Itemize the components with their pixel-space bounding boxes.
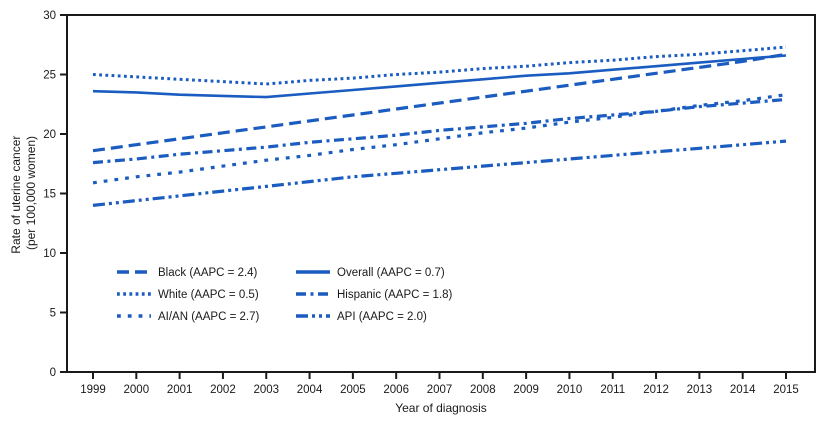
legend-label-api: API (AAPC = 2.0): [337, 311, 427, 323]
legend-label-overall: Overall (AAPC = 0.7): [337, 267, 445, 279]
y-axis-title-line1: Rate of uterine cancer: [9, 136, 23, 254]
x-tick-label: 2015: [773, 384, 799, 396]
legend-item-black: Black (AAPC = 2.4): [117, 267, 258, 279]
series-line-api: [92, 139, 787, 207]
data-series-lines: [92, 45, 787, 207]
svg-text:Rate of uterine cancer: Rate of uterine cancer (per 100,000 wome…: [9, 132, 38, 253]
x-tick-label: 2011: [600, 384, 625, 396]
x-tick-label: 2003: [253, 384, 279, 396]
y-tick-label: 15: [43, 189, 56, 201]
legend-label-hispanic: Hispanic (AAPC = 1.8): [337, 289, 453, 301]
y-tick-label: 25: [43, 70, 56, 82]
series-line-white: [92, 45, 787, 86]
legend-item-api: API (AAPC = 2.0): [296, 311, 427, 323]
legend-item-hispanic: Hispanic (AAPC = 1.8): [296, 289, 453, 301]
legend-label-ai-an: AI/AN (AAPC = 2.7): [158, 311, 259, 323]
series-line-overall: [92, 54, 787, 99]
legend-item-ai-an: AI/AN (AAPC = 2.7): [117, 311, 259, 323]
x-tick-label: 2000: [124, 384, 150, 396]
series-line-black: [92, 52, 787, 153]
x-tick-label: 2004: [297, 384, 323, 396]
x-tick-label: 1999: [80, 384, 106, 396]
x-tick-label: 2005: [340, 384, 366, 396]
x-tick-label: 2006: [383, 384, 409, 396]
x-axis-ticks: 1999 2000 2001 2002 2003 2004 2005 2006 2007 2008…: [80, 372, 799, 396]
legend-label-black: Black (AAPC = 2.4): [158, 267, 258, 279]
x-tick-label: 2009: [513, 384, 539, 396]
series-line-hispanic: [92, 97, 787, 165]
x-tick-label: 2013: [687, 384, 713, 396]
x-tick-label: 2012: [643, 384, 669, 396]
y-tick-label: 5: [50, 308, 56, 320]
x-tick-label: 2008: [470, 384, 496, 396]
x-axis-title: Year of diagnosis: [395, 401, 487, 415]
y-tick-label: 30: [43, 10, 56, 22]
y-axis-ticks: 0 5 10 15 20 25 30: [43, 10, 67, 379]
legend: Black (AAPC = 2.4) White (AAPC = 0.5) AI/A…: [117, 267, 453, 323]
y-axis-title: Rate of uterine cancer (per 100,000 wome…: [9, 132, 38, 254]
series-line-ai-an: [92, 93, 787, 185]
y-tick-label: 10: [43, 248, 56, 260]
x-tick-label: 2010: [557, 384, 583, 396]
x-tick-label: 2001: [167, 384, 193, 396]
x-tick-label: 2014: [730, 384, 756, 396]
legend-item-overall: Overall (AAPC = 0.7): [296, 267, 445, 279]
legend-label-white: White (AAPC = 0.5): [158, 289, 259, 301]
y-tick-label: 20: [43, 129, 56, 141]
y-tick-label: 0: [50, 367, 56, 379]
y-axis-title-line2: (per 100,000 women): [24, 136, 38, 250]
x-tick-label: 2002: [210, 384, 236, 396]
legend-item-white: White (AAPC = 0.5): [117, 289, 259, 301]
x-tick-label: 2007: [427, 384, 453, 396]
